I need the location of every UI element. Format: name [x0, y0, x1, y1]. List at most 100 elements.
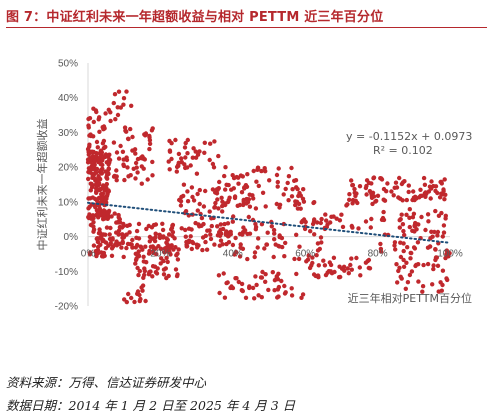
data-point	[438, 280, 443, 285]
x-tick-label: 80%	[368, 249, 388, 260]
data-point	[395, 280, 400, 285]
data-point	[404, 260, 409, 265]
data-point	[358, 273, 363, 278]
data-point	[116, 89, 122, 94]
data-point	[285, 180, 290, 186]
data-point	[161, 235, 166, 240]
data-point	[252, 296, 257, 301]
data-point	[161, 272, 167, 277]
data-point	[88, 159, 93, 164]
data-point	[123, 128, 128, 133]
data-point	[329, 214, 334, 219]
data-point	[420, 289, 425, 294]
data-point	[415, 240, 421, 245]
data-point	[252, 254, 257, 260]
data-point	[435, 233, 440, 238]
y-tick-label: 20%	[58, 163, 78, 174]
data-point	[275, 184, 280, 189]
data-point	[398, 196, 403, 201]
data-point	[182, 162, 187, 167]
data-point	[94, 109, 99, 115]
data-point	[135, 291, 140, 296]
data-point	[181, 193, 186, 199]
data-point	[128, 126, 133, 132]
data-point	[300, 292, 306, 297]
data-point	[121, 102, 126, 107]
data-point	[411, 245, 417, 250]
y-axis-label: 中证红利未来一年超额收益	[35, 119, 49, 251]
data-point	[282, 283, 287, 289]
data-point	[145, 177, 150, 182]
data-point	[440, 268, 446, 273]
data-point	[312, 232, 317, 237]
data-point	[203, 239, 208, 245]
data-point	[244, 201, 249, 206]
data-point	[398, 217, 403, 222]
data-point	[399, 181, 405, 187]
data-point	[183, 155, 188, 160]
data-point	[420, 284, 426, 289]
y-axis-ticks: -20% -10% 0% 10% 20% 30% 40% 50%	[55, 59, 78, 313]
data-point	[260, 269, 265, 275]
data-point	[178, 203, 184, 208]
data-point	[324, 218, 329, 223]
data-point	[133, 176, 138, 181]
data-point	[283, 186, 288, 192]
data-point	[240, 230, 246, 235]
data-point	[153, 231, 158, 236]
data-point	[141, 166, 146, 171]
data-point	[279, 235, 285, 241]
data-point	[302, 226, 308, 232]
data-point	[98, 230, 103, 236]
data-point	[87, 156, 93, 161]
data-point	[286, 198, 291, 203]
data-point	[381, 209, 386, 215]
data-point	[87, 212, 92, 217]
date-range-note: 数据日期：2014 年 1 月 2 日至 2025 年 4 月 3 日	[6, 398, 296, 413]
data-point	[323, 272, 329, 278]
data-point	[93, 249, 99, 254]
data-point	[96, 117, 101, 122]
data-point	[106, 166, 111, 172]
data-point	[435, 263, 441, 268]
data-point	[275, 179, 280, 185]
data-point	[349, 223, 354, 229]
data-point	[332, 269, 337, 275]
data-point	[221, 271, 226, 276]
data-point	[380, 215, 386, 221]
data-point	[97, 227, 102, 232]
data-point	[226, 182, 231, 188]
data-point	[378, 246, 384, 252]
data-point	[135, 265, 140, 271]
data-point	[188, 163, 193, 168]
data-point	[403, 286, 408, 291]
data-point	[293, 202, 298, 208]
data-point	[228, 232, 233, 237]
data-point	[196, 222, 201, 227]
data-point	[431, 263, 436, 268]
data-point	[413, 263, 418, 269]
data-point	[428, 196, 433, 201]
data-point	[112, 92, 118, 97]
data-point	[93, 170, 99, 175]
data-point	[256, 236, 261, 241]
data-point	[197, 201, 202, 207]
data-point	[143, 244, 148, 249]
data-point	[112, 211, 117, 216]
data-point	[442, 197, 447, 202]
data-point	[101, 145, 107, 151]
data-point	[286, 174, 292, 179]
data-point	[90, 171, 95, 177]
data-point	[294, 185, 299, 190]
data-point	[441, 230, 447, 235]
data-point	[234, 174, 239, 180]
data-point	[220, 226, 226, 232]
data-point	[208, 236, 214, 242]
data-point	[217, 290, 222, 296]
data-point	[314, 253, 319, 258]
data-point	[218, 222, 223, 227]
data-point	[210, 161, 216, 167]
data-point	[96, 156, 102, 162]
data-point	[216, 206, 221, 211]
data-point	[225, 199, 231, 205]
